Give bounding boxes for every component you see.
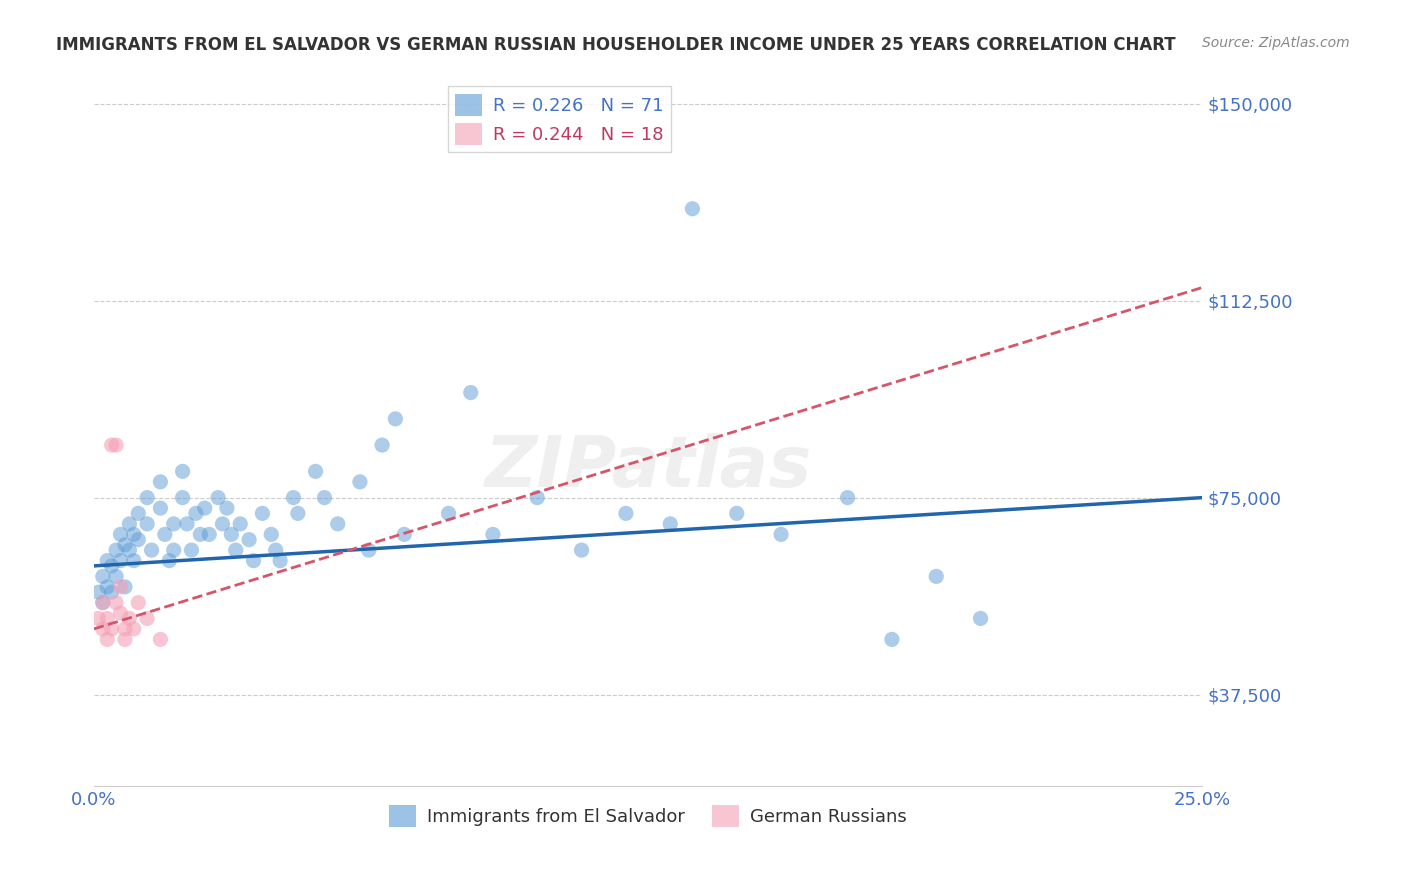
German Russians xyxy=(87,611,110,625)
Immigrants from El Salvador xyxy=(110,554,132,568)
Immigrants from El Salvador xyxy=(925,569,948,583)
Text: ZIPatlas: ZIPatlas xyxy=(485,433,811,502)
Immigrants from El Salvador xyxy=(371,438,394,452)
Immigrants from El Salvador xyxy=(118,516,141,531)
Immigrants from El Salvador xyxy=(229,516,252,531)
Immigrants from El Salvador xyxy=(287,507,309,521)
Immigrants from El Salvador xyxy=(215,501,238,516)
Immigrants from El Salvador xyxy=(482,527,505,541)
Immigrants from El Salvador xyxy=(163,543,186,558)
Immigrants from El Salvador xyxy=(460,385,482,400)
Immigrants from El Salvador xyxy=(96,554,118,568)
Immigrants from El Salvador xyxy=(242,554,264,568)
Immigrants from El Salvador xyxy=(122,527,145,541)
Immigrants from El Salvador xyxy=(314,491,336,505)
Immigrants from El Salvador xyxy=(659,516,682,531)
Immigrants from El Salvador xyxy=(238,533,260,547)
German Russians xyxy=(96,632,118,647)
German Russians xyxy=(136,611,159,625)
Immigrants from El Salvador xyxy=(283,491,305,505)
German Russians xyxy=(105,438,128,452)
Immigrants from El Salvador xyxy=(153,527,176,541)
Immigrants from El Salvador xyxy=(157,554,180,568)
Immigrants from El Salvador xyxy=(384,412,406,426)
German Russians xyxy=(110,580,132,594)
Immigrants from El Salvador xyxy=(837,491,859,505)
Immigrants from El Salvador xyxy=(198,527,221,541)
German Russians xyxy=(127,596,149,610)
German Russians xyxy=(100,622,122,636)
Immigrants from El Salvador xyxy=(127,507,149,521)
Immigrants from El Salvador xyxy=(264,543,287,558)
Immigrants from El Salvador xyxy=(136,516,159,531)
Immigrants from El Salvador xyxy=(105,569,128,583)
Immigrants from El Salvador xyxy=(87,585,110,599)
German Russians xyxy=(110,606,132,620)
Immigrants from El Salvador xyxy=(141,543,163,558)
German Russians xyxy=(96,611,118,625)
Immigrants from El Salvador xyxy=(225,543,247,558)
Immigrants from El Salvador xyxy=(180,543,202,558)
German Russians xyxy=(122,622,145,636)
Immigrants from El Salvador xyxy=(394,527,416,541)
Immigrants from El Salvador xyxy=(252,507,274,521)
Immigrants from El Salvador xyxy=(194,501,217,516)
Legend: Immigrants from El Salvador, German Russians: Immigrants from El Salvador, German Russ… xyxy=(382,797,914,834)
Immigrants from El Salvador xyxy=(163,516,186,531)
Immigrants from El Salvador xyxy=(357,543,380,558)
Immigrants from El Salvador xyxy=(260,527,283,541)
German Russians xyxy=(91,596,114,610)
German Russians xyxy=(114,632,136,647)
Immigrants from El Salvador xyxy=(100,558,122,573)
Immigrants from El Salvador xyxy=(349,475,371,489)
Immigrants from El Salvador xyxy=(110,527,132,541)
Immigrants from El Salvador xyxy=(437,507,460,521)
Immigrants from El Salvador xyxy=(269,554,291,568)
German Russians xyxy=(118,611,141,625)
Immigrants from El Salvador xyxy=(127,533,149,547)
Immigrants from El Salvador xyxy=(91,596,114,610)
Immigrants from El Salvador xyxy=(118,543,141,558)
Immigrants from El Salvador xyxy=(326,516,349,531)
Immigrants from El Salvador xyxy=(100,585,122,599)
Immigrants from El Salvador xyxy=(880,632,903,647)
Immigrants from El Salvador xyxy=(176,516,198,531)
Immigrants from El Salvador xyxy=(136,491,159,505)
Immigrants from El Salvador xyxy=(188,527,211,541)
Immigrants from El Salvador xyxy=(770,527,793,541)
German Russians xyxy=(105,596,128,610)
German Russians xyxy=(114,622,136,636)
Immigrants from El Salvador xyxy=(172,491,194,505)
Immigrants from El Salvador xyxy=(172,464,194,478)
Text: IMMIGRANTS FROM EL SALVADOR VS GERMAN RUSSIAN HOUSEHOLDER INCOME UNDER 25 YEARS : IMMIGRANTS FROM EL SALVADOR VS GERMAN RU… xyxy=(56,36,1175,54)
Immigrants from El Salvador xyxy=(614,507,637,521)
Immigrants from El Salvador xyxy=(184,507,207,521)
German Russians xyxy=(149,632,172,647)
Immigrants from El Salvador xyxy=(114,580,136,594)
Immigrants from El Salvador xyxy=(149,501,172,516)
German Russians xyxy=(91,622,114,636)
Immigrants from El Salvador xyxy=(149,475,172,489)
Immigrants from El Salvador xyxy=(105,543,128,558)
Immigrants from El Salvador xyxy=(211,516,233,531)
Immigrants from El Salvador xyxy=(571,543,593,558)
Immigrants from El Salvador xyxy=(114,538,136,552)
Immigrants from El Salvador xyxy=(91,569,114,583)
German Russians xyxy=(100,438,122,452)
Immigrants from El Salvador xyxy=(122,554,145,568)
Immigrants from El Salvador xyxy=(725,507,748,521)
Immigrants from El Salvador xyxy=(681,202,703,216)
Immigrants from El Salvador xyxy=(304,464,326,478)
Immigrants from El Salvador xyxy=(207,491,229,505)
Immigrants from El Salvador xyxy=(969,611,991,625)
Immigrants from El Salvador xyxy=(526,491,548,505)
Immigrants from El Salvador xyxy=(96,580,118,594)
Text: Source: ZipAtlas.com: Source: ZipAtlas.com xyxy=(1202,36,1350,50)
Immigrants from El Salvador xyxy=(221,527,243,541)
